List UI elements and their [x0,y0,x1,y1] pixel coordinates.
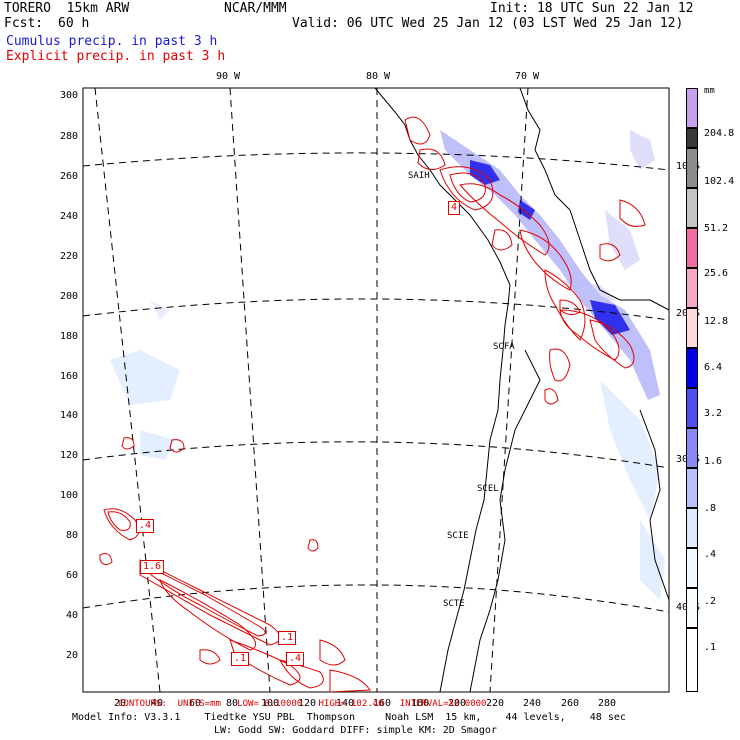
colorbar-label: .2 [704,596,717,607]
valid-time: Valid: 06 UTC Wed 25 Jan 12 (03 LST Wed … [292,16,684,31]
station-scfa: SCFA [493,342,515,352]
explicit-legend: Explicit precip. in past 3 h [6,49,226,64]
colorbar-label: .1 [704,642,717,653]
x-tick-label: 100 [260,698,280,709]
contours-info: CONTOURS: UNITS=mm LOW= 0.10000 HIGH= 10… [118,699,487,709]
x-tick-label: 280 [597,698,617,709]
contour-label: 1.6 [140,560,165,574]
y-tick-label: 220 [59,251,78,262]
colorbar-swatch [686,588,698,628]
x-tick-label: 40 [150,698,164,709]
lon-lines [94,88,529,692]
model-title: TORERO 15km ARW [4,1,130,16]
colorbar-label: 51.2 [704,223,729,234]
colorbar-swatch [686,188,698,228]
contour-label: .4 [136,519,155,533]
y-tick-label: 120 [59,450,78,461]
colorbar-swatch [686,88,698,128]
lat-lines [83,152,669,613]
x-tick-label: 60 [188,698,202,709]
x-tick-label: 180 [410,698,430,709]
forecast-label: Fcst: [4,16,44,31]
contour-label: .1 [231,652,250,666]
station-scel: SCEL [477,484,499,494]
x-tick-label: 20 [113,698,127,709]
colorbar-swatch [686,348,698,388]
y-tick-label: 80 [65,530,78,541]
y-tick-label: 60 [65,570,78,581]
y-tick-label: 20 [65,650,78,661]
contour-label: .4 [286,652,305,666]
colorbar-swatch [686,628,698,692]
colorbar-label: 102.4 [704,176,735,187]
colorbar-label: 6.4 [704,362,723,373]
colorbar-swatch [686,388,698,428]
contour-label: 4 [448,201,461,215]
y-tick-label: 100 [59,490,78,501]
y-tick-label: 200 [59,291,78,302]
cumulus-shading [150,130,660,400]
lon-label-80w: 80 W [366,71,391,82]
org-title: NCAR/MMM [224,1,287,16]
y-tick-label: 140 [59,410,78,421]
colorbar-swatch [686,468,698,508]
station-saih: SAIH [408,171,430,181]
x-tick-label: 240 [522,698,542,709]
lon-label-70w: 70 W [515,71,540,82]
colorbar-label: .8 [704,503,717,514]
colorbar-unit: mm [704,86,715,96]
y-tick-label: 240 [59,211,78,222]
colorbar-label: 1.6 [704,456,723,467]
colorbar-swatch [686,508,698,548]
model-info: Model Info: V3.3.1 Tiedtke YSU PBL Thomp… [72,712,626,723]
y-tick-label: 180 [59,331,78,342]
y-tick-label: 280 [59,131,78,142]
colorbar-label: 204.8 [704,128,735,139]
y-tick-label: 40 [65,610,78,621]
y-tick-label: 260 [59,171,78,182]
colorbar-swatch [686,428,698,468]
colorbar-label: 3.2 [704,408,723,419]
coastline [374,88,669,692]
station-scie: SCIE [447,531,469,541]
y-tick-label: 300 [59,90,78,101]
cumulus-core [470,160,630,335]
y-tick-label: 160 [59,371,78,382]
x-tick-label: 80 [225,698,239,709]
colorbar-swatch [686,308,698,348]
x-tick-label: 200 [447,698,467,709]
lon-label-90w: 90 W [216,71,241,82]
x-tick-label: 140 [335,698,355,709]
colorbar-label: 25.6 [704,268,729,279]
x-tick-label: 220 [485,698,505,709]
colorbar-swatch [686,548,698,588]
colorbar-swatch [686,148,698,188]
colorbar-label: .4 [704,549,717,560]
forecast-value: 60 h [58,16,90,31]
x-tick-label: 160 [372,698,392,709]
colorbar-swatch [686,268,698,308]
cumulus-legend: Cumulus precip. in past 3 h [6,34,218,49]
colorbar-label: 12.8 [704,316,729,327]
init-time: Init: 18 UTC Sun 22 Jan 12 [490,1,694,16]
x-tick-label: 260 [560,698,580,709]
physics-info: LW: Godd SW: Goddard DIFF: simple KM: 2D… [214,725,497,736]
colorbar-swatch [686,128,698,148]
colorbar-swatch [686,228,698,268]
contour-label: .1 [278,631,297,645]
station-scte: SCTE [443,599,465,609]
map-frame [82,87,670,693]
x-tick-label: 120 [297,698,317,709]
